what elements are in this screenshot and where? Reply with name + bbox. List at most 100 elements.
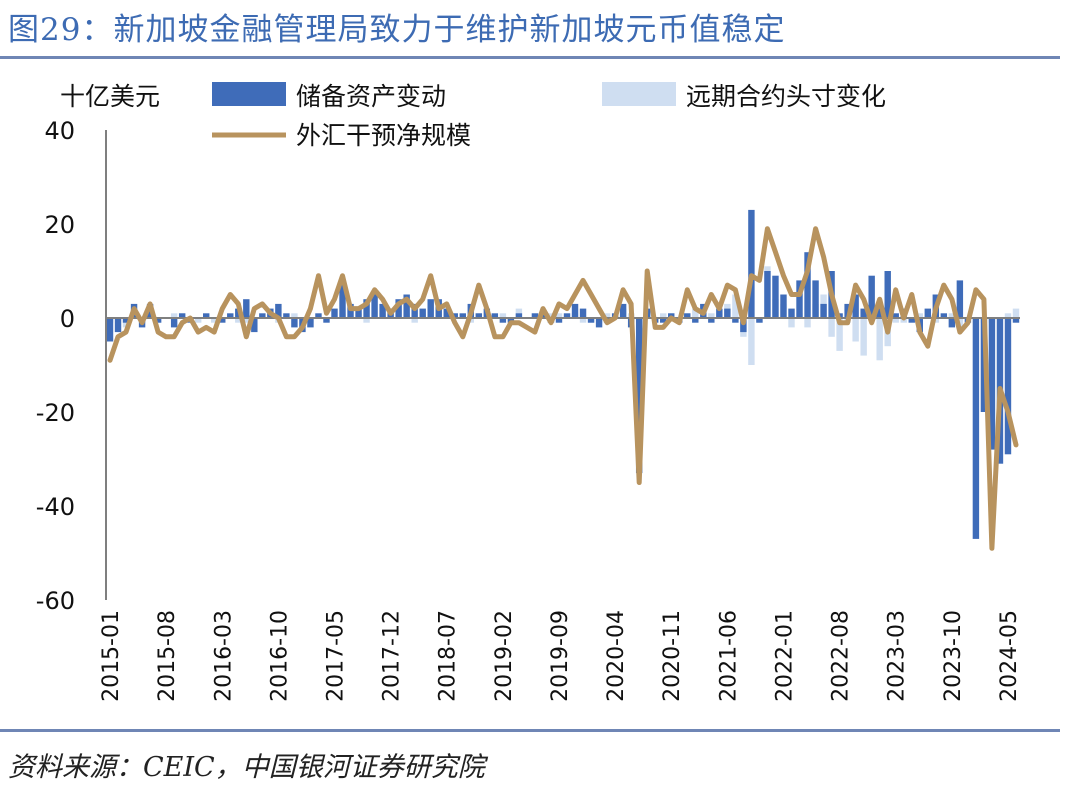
reserve-bar	[796, 280, 803, 318]
reserve-bar	[379, 303, 386, 318]
reserve-bar	[531, 313, 539, 318]
reserve-bar	[587, 318, 595, 323]
forward-bar	[291, 313, 298, 318]
reserve-bar	[579, 308, 587, 318]
x-tick-label: 2020-04	[604, 610, 629, 702]
reserve-bar	[635, 318, 643, 474]
forward-bar	[363, 318, 370, 323]
forward-bar	[828, 318, 835, 337]
reserve-bar	[122, 318, 130, 323]
forward-bar	[235, 318, 242, 323]
x-tick-label: 2015-08	[155, 610, 180, 702]
fx-intervention-line	[107, 226, 1019, 551]
forward-bar	[804, 318, 811, 328]
forward-bar	[211, 318, 218, 323]
chart-area: 十亿美元 储备资产变动 远期合约头寸变化 外汇干预净规模 40 20 0 -20 -40…	[0, 60, 1060, 725]
reserve-bar	[924, 308, 932, 318]
reserve-bar	[243, 299, 250, 318]
forward-bar	[499, 313, 507, 318]
reserve-bar	[595, 318, 603, 328]
reserve-bar	[892, 313, 899, 318]
x-tick-label: 2015-01	[99, 610, 124, 702]
x-tick-label: 2018-07	[436, 610, 461, 702]
reserve-bar	[355, 308, 362, 318]
reserve-bar	[571, 303, 579, 318]
x-axis: 2015-01 2015-08 2016-03 2016-10 2017-05 2017-…	[99, 610, 1022, 702]
reserve-bar	[251, 318, 258, 333]
figure-title: 图29：新加坡金融管理局致力于维护新加坡元币值稳定	[8, 12, 786, 48]
reserve-bar	[716, 308, 723, 318]
reserve-bar	[363, 299, 370, 318]
source-rule	[0, 729, 1060, 732]
reserve-bar	[106, 318, 114, 342]
reserve-bar	[988, 318, 996, 450]
forward-bar	[603, 313, 611, 318]
reserve-bar	[940, 313, 948, 318]
y-axis: 40 20 0 -20 -40 -60	[36, 117, 75, 615]
forward-bar	[892, 318, 899, 323]
reserve-bar	[708, 318, 715, 323]
forward-bar	[194, 318, 202, 323]
reserve-bar	[948, 318, 956, 328]
reserve-bar	[860, 308, 867, 318]
reserve-bar	[227, 313, 234, 318]
forward-bar	[170, 313, 178, 318]
reserve-bar	[427, 299, 434, 318]
reserve-bar	[259, 313, 266, 318]
reserve-bar	[307, 318, 314, 328]
x-tick-label: 2020-11	[660, 610, 685, 702]
y-tick-label: 0	[60, 305, 75, 333]
reserve-bar	[692, 318, 699, 323]
reserve-bar	[732, 318, 739, 323]
forward-bar	[547, 313, 555, 318]
reserve-bar	[812, 280, 819, 318]
reserve-bar	[114, 318, 122, 333]
x-tick-label: 2019-02	[492, 610, 517, 702]
forward-bar	[692, 308, 699, 318]
forward-bar	[852, 318, 859, 342]
legend: 储备资产变动 远期合约头寸变化 外汇干预净规模	[212, 82, 886, 150]
x-tick-label: 2017-12	[380, 610, 405, 702]
forward-bar	[748, 318, 755, 365]
reserve-bar	[780, 294, 787, 318]
reserve-bar	[756, 318, 763, 323]
reserve-bar	[972, 318, 980, 539]
legend-label-fx: 外汇干预净规模	[296, 121, 471, 150]
reserve-bar	[684, 313, 691, 318]
reserve-bar	[291, 318, 298, 328]
x-tick-label: 2019-09	[548, 610, 573, 702]
reserve-bar	[1012, 318, 1020, 323]
reserve-bar	[772, 275, 779, 318]
reserve-bar	[419, 308, 426, 318]
reserve-bar	[908, 318, 915, 323]
forward-bar	[876, 318, 883, 361]
reserve-bar	[499, 318, 507, 323]
forward-bar	[1012, 308, 1020, 318]
legend-swatch-reserve	[212, 82, 286, 106]
forward-bar	[243, 318, 250, 323]
reserve-bar	[956, 280, 964, 318]
y-unit-label: 十亿美元	[60, 82, 160, 111]
y-tick-label: 20	[44, 211, 75, 239]
forward-bar	[732, 294, 739, 318]
forward-bar	[555, 313, 563, 318]
forward-bar	[411, 318, 418, 323]
reserve-bar	[515, 313, 523, 318]
reserve-bar	[563, 313, 571, 318]
reserve-bar	[619, 303, 627, 318]
reserve-bar	[283, 313, 290, 318]
reserve-bar	[852, 294, 859, 318]
forward-bar	[1004, 313, 1012, 318]
reserve-bar	[315, 313, 322, 318]
reserve-bar	[323, 318, 330, 323]
forward-bar	[836, 318, 843, 351]
reserve-bar	[443, 308, 450, 318]
reserve-bar	[764, 271, 771, 318]
x-tick-label: 2016-03	[211, 610, 236, 702]
y-tick-label: -40	[36, 493, 75, 521]
reserve-bar	[876, 308, 883, 318]
reserve-bar	[178, 313, 186, 318]
forward-bar	[788, 318, 795, 328]
forward-bar	[515, 308, 523, 318]
x-tick-label: 2016-10	[267, 610, 292, 702]
